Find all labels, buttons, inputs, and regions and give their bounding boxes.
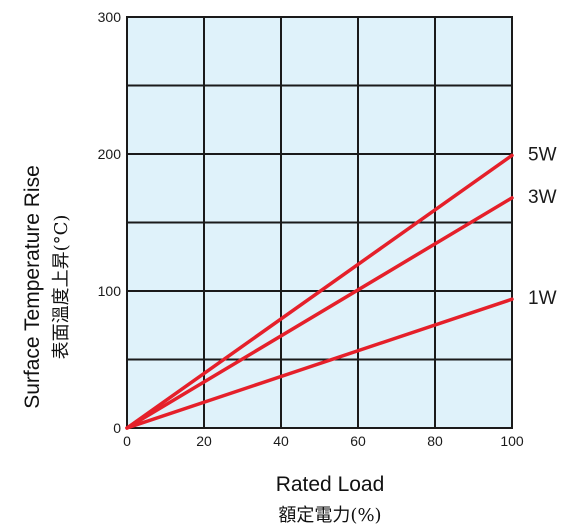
y-axis-ticks: 0 100 200 300	[98, 9, 122, 436]
series-line-1w	[125, 297, 514, 430]
series-label-5w: 5W	[528, 144, 557, 165]
x-axis-subtitle: 額定電力(%)	[278, 505, 381, 526]
x-tick-label: 20	[196, 433, 212, 449]
series-label-3w: 3W	[528, 187, 557, 208]
series-labels: 5W 3W 1W	[528, 144, 557, 309]
series-line-3w	[125, 196, 514, 430]
plot-border	[126, 16, 513, 429]
y-tick-label: 300	[98, 9, 122, 25]
x-axis-title: Rated Load	[276, 473, 385, 496]
x-axis-ticks: 0 20 40 60 80 100	[123, 433, 524, 449]
x-tick-label: 100	[500, 433, 524, 449]
series-lines	[125, 153, 514, 430]
grid-lines	[126, 16, 513, 429]
x-tick-label: 0	[123, 433, 131, 449]
x-tick-label: 40	[273, 433, 289, 449]
y-axis-title: Surface Temperature Rise	[21, 165, 44, 409]
series-line-5w	[125, 153, 514, 430]
x-tick-label: 80	[427, 433, 443, 449]
series-label-1w: 1W	[528, 288, 557, 309]
y-tick-label: 100	[98, 283, 122, 299]
y-tick-label: 0	[113, 420, 121, 436]
y-tick-label: 200	[98, 146, 122, 162]
x-tick-label: 60	[350, 433, 366, 449]
y-axis-subtitle: 表面溫度上昇(°C)	[51, 215, 72, 360]
